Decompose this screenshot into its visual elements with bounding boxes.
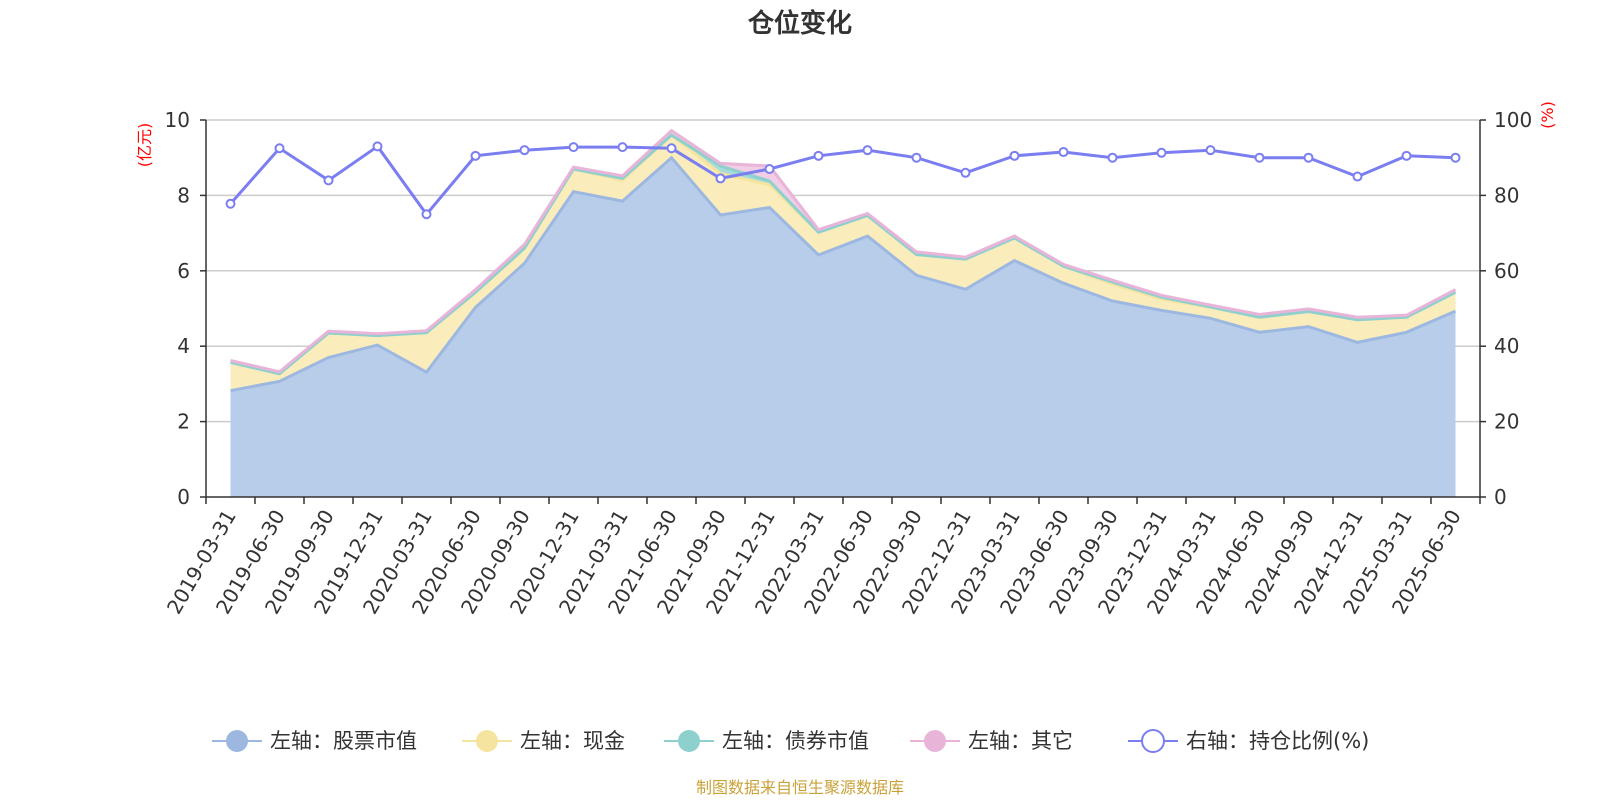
stacked-areas — [230, 128, 1457, 497]
position-ratio-point — [1303, 152, 1314, 163]
legend-label: 右轴：持仓比例(%) — [1186, 729, 1369, 753]
position-ratio-point — [1107, 152, 1118, 163]
y-left-tick-label: 6 — [177, 259, 190, 283]
left-axis-unit: (亿元) — [135, 123, 154, 168]
position-ratio-point — [764, 164, 775, 175]
legend-marker-icon — [1141, 729, 1165, 753]
position-ratio-point — [1205, 145, 1216, 156]
legend-label: 左轴：债券市值 — [722, 729, 869, 753]
position-ratio-point — [862, 145, 873, 156]
position-ratio-point — [568, 142, 579, 153]
y-right-tick-label: 20 — [1494, 410, 1519, 434]
legend: 左轴：股票市值 左轴：现金 左轴：债券市值 左轴：其它 右轴：持仓比例(%) — [212, 729, 1369, 753]
position-ratio-point — [617, 142, 628, 153]
y-right-tick-label: 100 — [1494, 108, 1532, 132]
y-left-tick-label: 8 — [177, 183, 190, 207]
position-ratio-point — [911, 152, 922, 163]
area-line-3 — [230, 128, 1457, 374]
legend-marker-icon — [924, 730, 946, 752]
legend-marker-icon — [476, 730, 498, 752]
position-ratio-point — [225, 198, 236, 209]
y-left-tick-label: 2 — [177, 410, 190, 434]
position-ratio-point — [1450, 152, 1461, 163]
position-ratio-point — [715, 173, 726, 184]
position-ratio-point — [519, 145, 530, 156]
position-ratio-line — [229, 144, 1456, 217]
source-note: 制图数据来自恒生聚源数据库 — [696, 778, 904, 797]
position-ratio-point — [1156, 147, 1167, 158]
legend-label: 左轴：其它 — [968, 729, 1073, 753]
position-ratio-point — [323, 175, 334, 186]
legend-marker-icon — [226, 730, 248, 752]
area-line-2 — [230, 133, 1457, 376]
position-ratio-point — [1401, 150, 1412, 161]
area-0 — [230, 157, 1456, 497]
position-ratio-point — [960, 167, 971, 178]
position-ratio-point — [372, 141, 383, 152]
legend-marker-icon — [678, 730, 700, 752]
legend-label: 左轴：现金 — [520, 729, 625, 753]
y-right-tick-label: 0 — [1494, 485, 1507, 509]
y-right-tick-label: 40 — [1494, 334, 1519, 358]
y-left-tick-label: 10 — [165, 108, 190, 132]
position-ratio-point — [421, 209, 432, 220]
position-ratio-point — [666, 143, 677, 154]
area-line-0 — [230, 155, 1457, 393]
series-lines — [225, 141, 1461, 220]
y-right-tick-label: 60 — [1494, 259, 1519, 283]
position-ratio-point — [1058, 147, 1069, 158]
y-right-tick-label: 80 — [1494, 183, 1519, 207]
position-ratio-point — [470, 150, 481, 161]
y-left-tick-label: 0 — [177, 485, 190, 509]
right-axis-unit: (%) — [1538, 101, 1557, 129]
chart-title: 仓位变化 — [747, 8, 852, 39]
y-left-tick-label: 4 — [177, 334, 190, 358]
legend-label: 左轴：股票市值 — [270, 729, 417, 753]
position-ratio-point — [274, 143, 285, 154]
position-ratio-point — [1352, 171, 1363, 182]
position-ratio-point — [1009, 150, 1020, 161]
position-ratio-point — [1254, 152, 1265, 163]
position-ratio-point — [813, 150, 824, 161]
